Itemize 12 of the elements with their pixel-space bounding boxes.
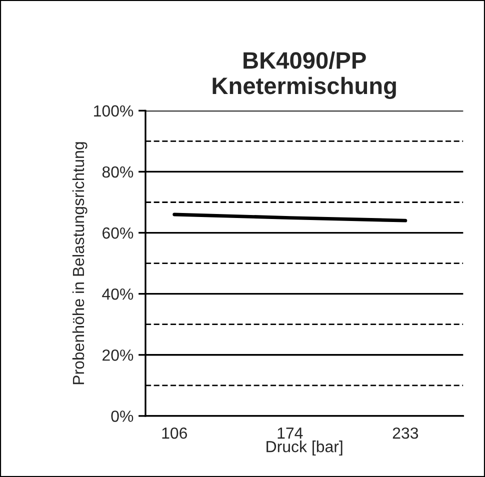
y-tick-label: 40%	[102, 288, 134, 300]
y-tick-label: 60%	[102, 227, 134, 239]
y-tick-label: 80%	[102, 166, 134, 178]
y-tick-label: 20%	[102, 350, 134, 361]
chart-title: BK4090/PP Knetermischung	[212, 51, 396, 99]
y-tick-label: 100%	[94, 105, 134, 117]
x-axis-title: Druck [bar]	[266, 440, 342, 456]
x-tick-label: 233	[392, 427, 418, 439]
x-tick-label: 174	[278, 428, 303, 439]
x-tick-label: 106	[162, 427, 188, 439]
y-axis-title: Probenhöhe in Belastungsrichtung	[72, 142, 88, 384]
y-tick-label: 0%	[111, 410, 134, 422]
